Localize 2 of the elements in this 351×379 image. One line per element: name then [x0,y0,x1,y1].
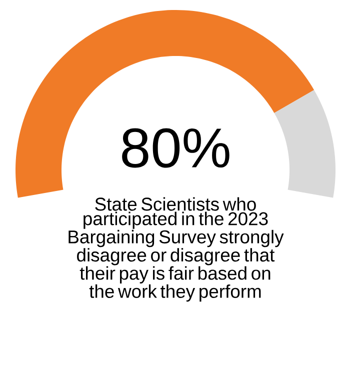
text: State Scientists who participated in the 2023 Bargaining Survey strongly disagree or disagree that their pay is fair based on the work they perform [68,197,284,302]
data-label: 80% [122,128,230,168]
